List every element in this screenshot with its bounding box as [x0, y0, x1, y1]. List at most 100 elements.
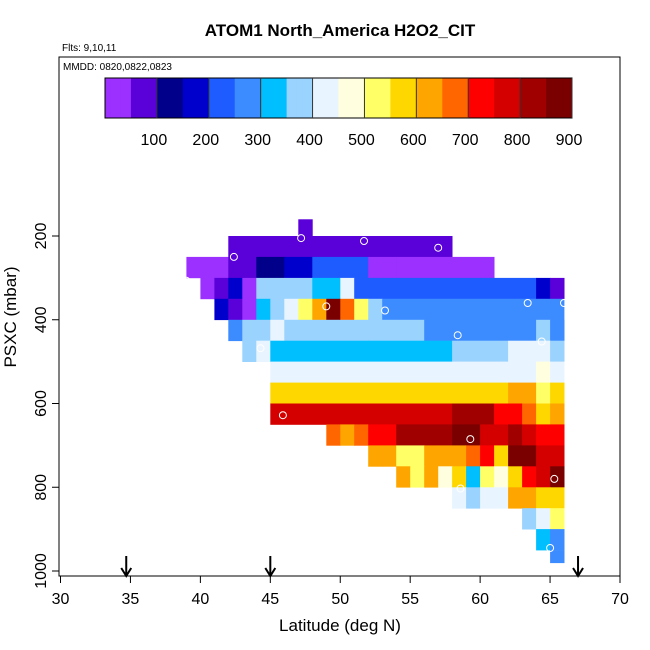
- heatmap-cell: [284, 319, 369, 342]
- colorbar-segment: [374, 78, 381, 118]
- heatmap-cell: [214, 298, 229, 321]
- colorbar-segment: [509, 78, 516, 118]
- heatmap-cell: [494, 445, 509, 467]
- colorbar-segment: [385, 78, 391, 118]
- colorbar-segment: [504, 78, 511, 118]
- heatmap-cell: [480, 445, 495, 467]
- heatmap-cell: [326, 424, 341, 446]
- heatmap-cell: [284, 256, 313, 279]
- colorbar-segment: [421, 78, 428, 118]
- colorbar-tick-label: 700: [452, 132, 479, 149]
- colorbar-segment: [566, 78, 573, 118]
- flights-label: Flts: 9,10,11: [62, 43, 117, 54]
- heatmap-cell: [550, 529, 565, 551]
- colorbar-segment: [265, 78, 272, 118]
- colorbar-segment: [219, 78, 225, 118]
- heatmap-cell: [452, 340, 509, 362]
- heatmap-cell: [228, 277, 243, 300]
- y-tick-label: 1000: [33, 553, 50, 589]
- colorbar-segment: [203, 78, 210, 118]
- colorbar-segment: [520, 78, 526, 118]
- colorbar-segment: [499, 78, 506, 118]
- colorbar-segment: [125, 78, 132, 118]
- colorbar-segment: [328, 78, 334, 118]
- colorbar-tick-label: 500: [348, 132, 375, 149]
- heatmap-cell: [522, 445, 537, 467]
- colorbar-segment: [208, 78, 215, 118]
- colorbar-segment: [488, 78, 495, 118]
- colorbar-tick-label: 300: [244, 132, 271, 149]
- heatmap-cell: [522, 424, 537, 446]
- heatmap-cell: [228, 298, 243, 321]
- x-tick-label: 45: [261, 591, 279, 608]
- heatmap-cell: [368, 256, 397, 279]
- heatmap-cell: [396, 445, 425, 467]
- heatmap-cell: [536, 508, 551, 530]
- heatmap-cell: [340, 424, 355, 446]
- heatmap-cell: [396, 256, 495, 279]
- colorbar-segment: [130, 78, 137, 118]
- x-tick-label: 65: [541, 591, 559, 608]
- colorbar-tick-label: 100: [141, 132, 168, 149]
- heatmap-cell: [480, 487, 509, 509]
- colorbar-segment: [535, 78, 542, 118]
- heatmap-cell: [508, 361, 537, 383]
- heatmap-cell: [256, 298, 271, 321]
- y-tick-label: 600: [33, 390, 50, 417]
- colorbar-segment: [255, 78, 262, 118]
- heatmap-cells: [186, 219, 565, 564]
- colorbar-segment: [400, 78, 407, 118]
- heatmap-cell: [536, 403, 551, 425]
- heatmap-cell: [536, 445, 565, 467]
- heatmap-cell: [494, 466, 509, 488]
- heatmap-cell: [424, 445, 439, 467]
- colorbar-segment: [530, 78, 537, 118]
- colorbar-segment: [437, 78, 443, 118]
- heatmap-cell: [228, 319, 243, 342]
- colorbar-segment: [105, 78, 111, 118]
- colorbar-tick-label: 200: [192, 132, 219, 149]
- colorbar-segment: [188, 78, 194, 118]
- heatmap-cell: [508, 424, 523, 446]
- colorbar-segment: [291, 78, 298, 118]
- data-point: [546, 544, 555, 552]
- heatmap-cell: [550, 508, 565, 530]
- heatmap-cell: [550, 340, 565, 362]
- colorbar-segment: [276, 78, 282, 118]
- heatmap-cell: [242, 277, 257, 300]
- colorbar-segment: [307, 78, 314, 118]
- colorbar-segment: [250, 78, 256, 118]
- colorbar-segment: [390, 78, 397, 118]
- heatmap-cell: [256, 256, 285, 279]
- heatmap-cell: [382, 298, 565, 321]
- heatmap-cell: [522, 382, 537, 404]
- heatmap-cell: [536, 277, 551, 300]
- heatmap-cell: [508, 445, 523, 467]
- colorbar-segment: [156, 78, 163, 118]
- heatmap-cell: [242, 319, 271, 342]
- colorbar-segment: [380, 78, 386, 118]
- colorbar-segment: [369, 78, 376, 118]
- heatmap-cell: [270, 236, 369, 258]
- colorbar-segment: [296, 78, 303, 118]
- heatmap-cell: [536, 319, 551, 342]
- plot-frame: [58, 56, 621, 577]
- data-point: [456, 484, 465, 493]
- colorbar-segment: [234, 78, 241, 118]
- colorbar-segment: [229, 78, 236, 118]
- heatmap-cell: [522, 508, 537, 530]
- colorbar-segment: [463, 78, 469, 118]
- colorbar-segment: [359, 78, 365, 118]
- colorbar-segment: [416, 78, 423, 118]
- colorbar: 100 200 300 400 500 600 700 800 900: [104, 77, 582, 149]
- heatmap-cell: [522, 403, 537, 425]
- heatmap-cell: [522, 487, 537, 509]
- colorbar-segment: [167, 78, 173, 118]
- colorbar-segment: [431, 78, 438, 118]
- x-tick-label: 60: [471, 591, 489, 608]
- heatmap-cell: [494, 277, 537, 300]
- data-point: [360, 237, 368, 245]
- data-point: [434, 243, 443, 252]
- heatmap-cell: [480, 466, 495, 488]
- heatmap-cell: [536, 382, 551, 404]
